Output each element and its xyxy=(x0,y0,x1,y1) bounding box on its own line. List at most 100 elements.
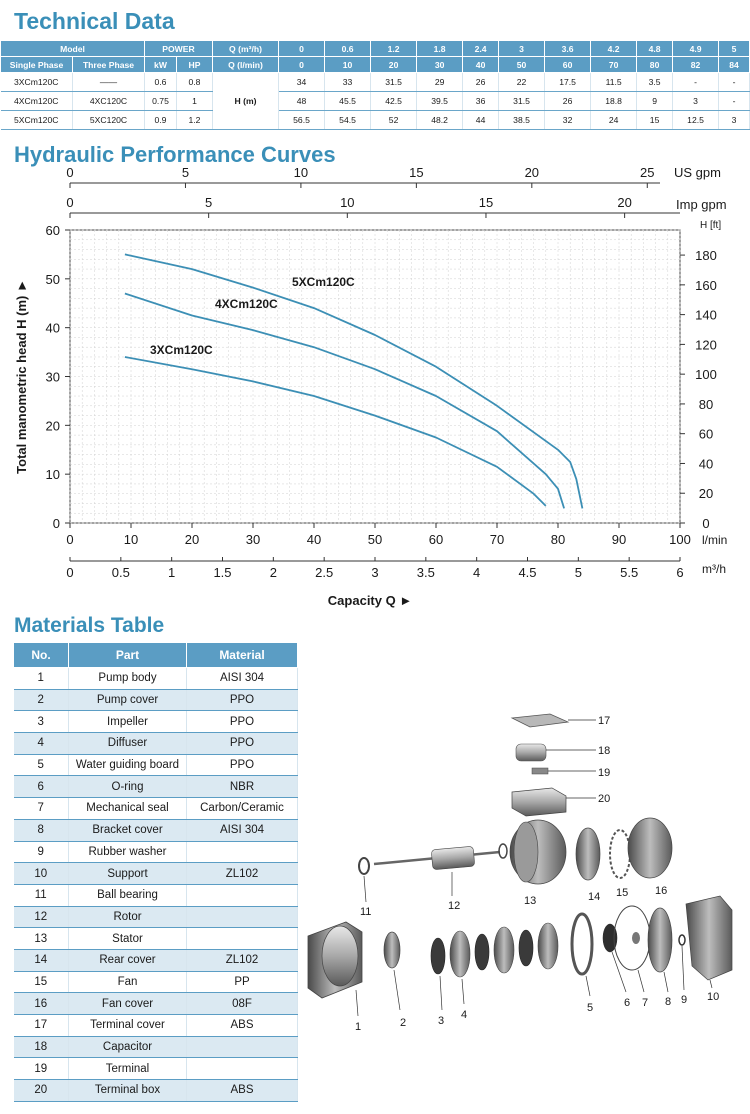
header-q-m3h-value: 5 xyxy=(718,40,750,57)
header-q-lmin-value: 84 xyxy=(718,56,750,73)
materials-cell-no: 12 xyxy=(13,906,69,929)
curves-title: Hydraulic Performance Curves xyxy=(14,142,336,167)
capacitor-part: 18 xyxy=(515,743,610,762)
header-q-m3h-value: 3 xyxy=(498,40,546,57)
x-tick-label: 60 xyxy=(429,532,443,547)
power-kw: 0.75 xyxy=(144,91,177,111)
materials-cell-part: Rubber washer xyxy=(68,841,187,864)
materials-cell-no: 18 xyxy=(13,1036,69,1059)
y-tick-label: 50 xyxy=(46,272,60,287)
materials-cell-no: 16 xyxy=(13,992,69,1015)
label-9: 9 xyxy=(681,994,687,1006)
single-phase-model: 4XCm120C xyxy=(0,91,73,111)
usgpm-tick-label: 20 xyxy=(525,168,539,180)
materials-row: 1 Pump body AISI 304 xyxy=(13,667,298,690)
materials-cell-no: 4 xyxy=(13,732,69,755)
materials-cell-no: 8 xyxy=(13,819,69,842)
materials-row: 14 Rear cover ZL102 xyxy=(13,949,298,972)
materials-cell-part: Bracket cover xyxy=(68,819,187,842)
m3h-tick-label: 0 xyxy=(66,565,73,580)
materials-row: 19 Terminal xyxy=(13,1057,298,1081)
head-value: 52 xyxy=(370,110,418,130)
head-value: 26 xyxy=(462,72,500,92)
ft-tick-label: 140 xyxy=(695,308,717,323)
label-2: 2 xyxy=(400,1017,406,1029)
m3h-tick-label: 2.5 xyxy=(315,565,333,580)
materials-cell-material: ABS xyxy=(186,1079,298,1102)
materials-cell-part: Mechanical seal xyxy=(68,797,187,820)
materials-row: 9 Rubber washer xyxy=(13,841,298,864)
impeller-diffuser-stack: 3 4 xyxy=(430,922,559,1027)
x-tick-label: 100 xyxy=(669,532,691,547)
materials-cell-no: 1 xyxy=(13,667,69,690)
impgpm-tick-label: 20 xyxy=(617,195,631,210)
series-label: 5XCm120C xyxy=(292,275,355,289)
o-ring-part: 6 xyxy=(602,923,630,1009)
header-q-m3h-value: 2.4 xyxy=(462,40,500,57)
materials-cell-material xyxy=(186,927,298,950)
materials-row: 13 Stator xyxy=(13,927,298,950)
materials-cell-material: 08F xyxy=(186,992,298,1015)
impgpm-tick-label: 10 xyxy=(340,195,354,210)
label-6: 6 xyxy=(624,997,630,1009)
table-subheader-row: Single Phase Three Phase kW HP Q (l/min)… xyxy=(0,56,750,73)
label-5: 5 xyxy=(587,1002,593,1014)
materials-header-part: Part xyxy=(68,642,187,668)
x-tick-label: 30 xyxy=(246,532,260,547)
header-q-m3h-value: 0.6 xyxy=(324,40,372,57)
label-19: 19 xyxy=(598,767,610,779)
header-q-m3h: Q (m³/h) xyxy=(212,40,279,57)
header-q-lmin-value: 82 xyxy=(672,56,720,73)
head-value: 56.5 xyxy=(278,110,326,130)
head-label: H (m) xyxy=(212,72,279,130)
usgpm-unit-label: US gpm xyxy=(674,168,721,180)
materials-cell-material: ZL102 xyxy=(186,949,298,972)
head-value: 36 xyxy=(462,91,500,111)
head-value: 26 xyxy=(544,91,592,111)
x-tick-label: 20 xyxy=(185,532,199,547)
usgpm-tick-label: 0 xyxy=(66,168,73,180)
materials-row: 4 Diffuser PPO xyxy=(13,732,298,755)
table-row: 3XCm120C —— 0.6 0.8 H (m) 34 33 31.5 29 26 22 17.5 1… xyxy=(0,72,750,130)
label-8: 8 xyxy=(665,996,671,1008)
header-q-lmin-value: 70 xyxy=(590,56,638,73)
header-three-phase: Three Phase xyxy=(72,56,145,73)
head-value: 45.5 xyxy=(324,91,372,111)
water-guiding-board-part: 5 xyxy=(570,912,594,1014)
materials-row: 8 Bracket cover AISI 304 xyxy=(13,819,298,842)
materials-cell-part: Pump cover xyxy=(68,689,187,712)
pump-cover-part: 2 xyxy=(383,931,406,1029)
materials-cell-no: 6 xyxy=(13,775,69,799)
impgpm-tick-label: 5 xyxy=(205,195,212,210)
materials-row: 16 Fan cover 08F xyxy=(13,992,298,1015)
m3h-tick-label: 4 xyxy=(473,565,480,580)
materials-cell-part: Water guiding board xyxy=(68,754,187,777)
head-value: 12.5 xyxy=(672,110,720,130)
header-hp: HP xyxy=(176,56,213,73)
curve-3XCm120C xyxy=(124,356,547,507)
materials-table: No. Part Material 1 Pump body AISI 304 2 Pum… xyxy=(13,642,298,1102)
single-phase-model: 5XCm120C xyxy=(0,110,73,130)
header-q-lmin-value: 20 xyxy=(370,56,418,73)
materials-cell-no: 14 xyxy=(13,949,69,972)
header-kw: kW xyxy=(144,56,177,73)
technical-data-table: Model POWER Q (m³/h) 0 0.6 1.2 1.8 2.4 3 3.6 4.… xyxy=(0,40,750,130)
fan-part: 15 xyxy=(609,829,631,899)
materials-cell-part: Terminal box xyxy=(68,1079,187,1102)
technical-data-title: Technical Data xyxy=(14,8,175,34)
materials-cell-material xyxy=(186,884,298,907)
materials-cell-part: Fan cover xyxy=(68,992,187,1015)
label-14: 14 xyxy=(588,891,600,903)
pump-body-part: 1 xyxy=(307,921,363,1033)
three-phase-model: 5XC120C xyxy=(72,110,145,130)
materials-cell-part: Rear cover xyxy=(68,949,187,972)
label-20: 20 xyxy=(598,793,610,805)
ft-tick-label: 0 xyxy=(702,516,709,531)
materials-cell-material: AISI 304 xyxy=(186,819,298,842)
head-value: 54.5 xyxy=(324,110,372,130)
header-q-m3h-value: 0 xyxy=(277,40,326,57)
materials-cell-material: Carbon/Ceramic xyxy=(186,797,298,820)
header-q-lmin-value: 30 xyxy=(416,56,464,73)
ft-tick-label: 20 xyxy=(699,486,713,501)
materials-cell-material xyxy=(186,841,298,864)
